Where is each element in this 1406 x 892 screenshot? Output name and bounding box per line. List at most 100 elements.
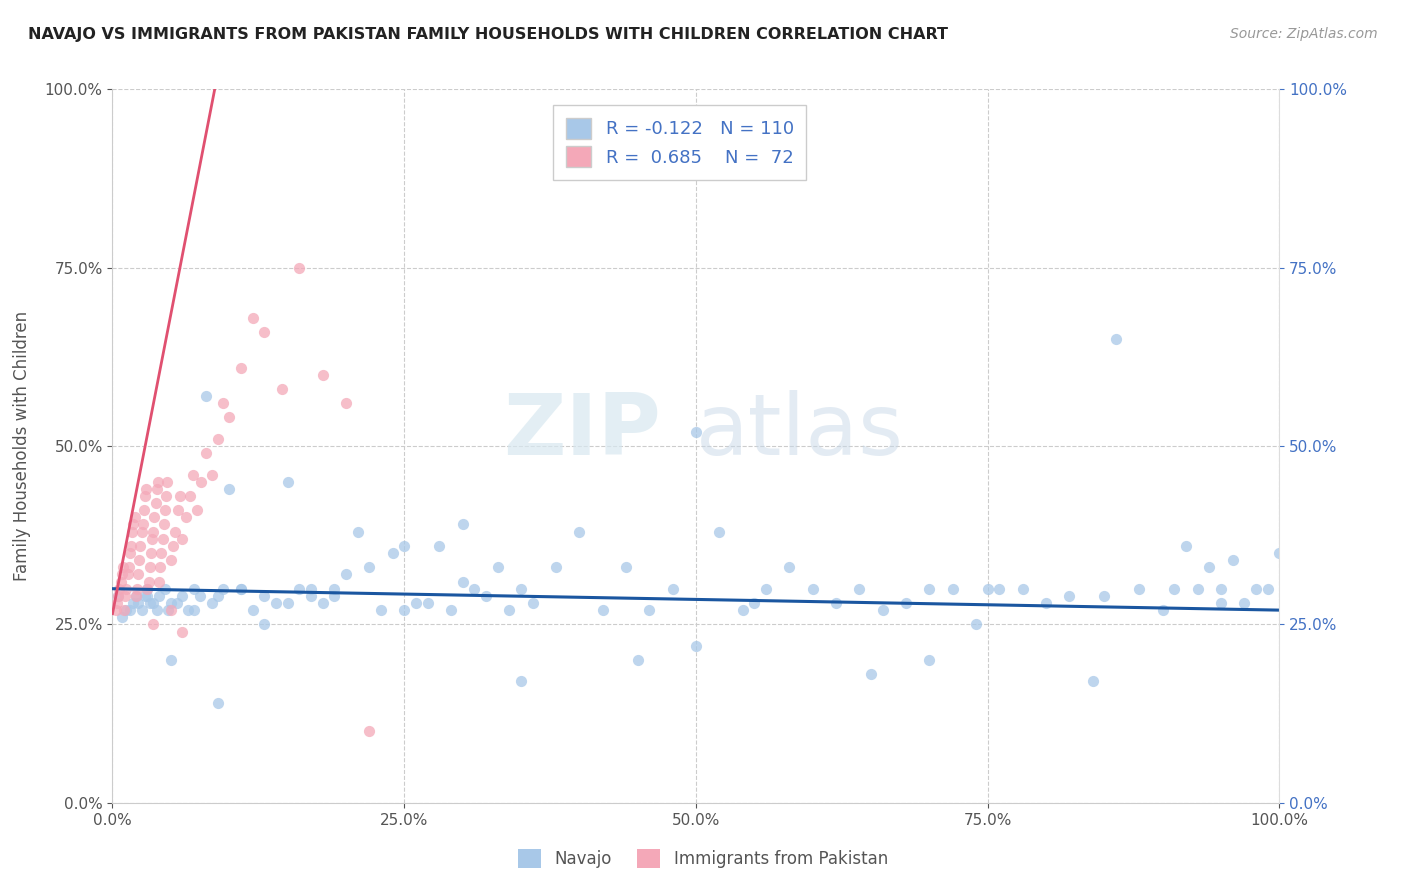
Point <box>108 582 131 596</box>
Point <box>1105 332 1128 346</box>
Point <box>825 596 848 610</box>
Point <box>118 546 141 560</box>
Point <box>614 560 637 574</box>
Text: ZIP: ZIP <box>503 390 661 474</box>
Point <box>160 596 183 610</box>
Point <box>112 603 135 617</box>
Point <box>148 574 170 589</box>
Point <box>194 446 217 460</box>
Point <box>1081 674 1104 689</box>
Point <box>177 603 200 617</box>
Point <box>114 589 136 603</box>
Point <box>135 482 157 496</box>
Point <box>122 596 145 610</box>
Point <box>1209 582 1232 596</box>
Point <box>731 603 754 617</box>
Y-axis label: Family Households with Children: Family Households with Children <box>13 311 31 581</box>
Point <box>162 539 184 553</box>
Point <box>270 382 292 396</box>
Point <box>136 582 159 596</box>
Point <box>475 589 498 603</box>
Point <box>166 596 188 610</box>
Point <box>218 410 240 425</box>
Point <box>111 560 134 574</box>
Point <box>661 582 683 596</box>
Legend: R = -0.122   N = 110, R =  0.685    N =  72: R = -0.122 N = 110, R = 0.685 N = 72 <box>554 105 807 179</box>
Point <box>311 368 333 382</box>
Point <box>311 596 333 610</box>
Point <box>165 524 187 539</box>
Point <box>117 567 139 582</box>
Point <box>146 603 169 617</box>
Point <box>451 574 474 589</box>
Point <box>323 589 346 603</box>
Point <box>136 582 159 596</box>
Point <box>416 596 439 610</box>
Point <box>370 603 392 617</box>
Point <box>894 596 917 610</box>
Point <box>405 596 427 610</box>
Point <box>125 589 148 603</box>
Point <box>685 639 707 653</box>
Point <box>229 582 252 596</box>
Point <box>323 582 346 596</box>
Point <box>146 482 169 496</box>
Point <box>148 589 170 603</box>
Point <box>107 589 129 603</box>
Point <box>918 653 941 667</box>
Point <box>638 603 661 617</box>
Point <box>118 603 141 617</box>
Point <box>1094 589 1116 603</box>
Point <box>179 489 201 503</box>
Point <box>1128 582 1150 596</box>
Point <box>160 553 183 567</box>
Point <box>125 589 148 603</box>
Point <box>111 567 134 582</box>
Point <box>156 475 179 489</box>
Point <box>1035 596 1057 610</box>
Point <box>104 603 127 617</box>
Point <box>1163 582 1185 596</box>
Point <box>125 582 148 596</box>
Point <box>394 603 416 617</box>
Point <box>627 653 650 667</box>
Point <box>1257 582 1279 596</box>
Point <box>335 396 357 410</box>
Point <box>685 425 707 439</box>
Point <box>463 582 485 596</box>
Point <box>801 582 824 596</box>
Point <box>848 582 870 596</box>
Point <box>118 560 141 574</box>
Point <box>299 582 322 596</box>
Point <box>755 582 778 596</box>
Point <box>509 674 531 689</box>
Point <box>568 524 591 539</box>
Point <box>264 596 287 610</box>
Point <box>136 589 159 603</box>
Point <box>988 582 1011 596</box>
Point <box>1268 546 1291 560</box>
Point <box>359 724 381 739</box>
Point <box>201 467 224 482</box>
Point <box>127 596 149 610</box>
Point <box>121 524 143 539</box>
Point <box>965 617 987 632</box>
Point <box>107 589 129 603</box>
Point <box>127 567 149 582</box>
Point <box>124 510 146 524</box>
Point <box>153 582 176 596</box>
Point <box>242 310 264 325</box>
Point <box>141 532 163 546</box>
Point <box>110 574 132 589</box>
Point <box>201 596 224 610</box>
Point <box>207 589 229 603</box>
Point <box>229 582 252 596</box>
Point <box>242 603 264 617</box>
Point <box>299 589 322 603</box>
Point <box>451 517 474 532</box>
Point <box>143 510 166 524</box>
Point <box>394 539 416 553</box>
Point <box>359 560 381 574</box>
Point <box>522 596 544 610</box>
Point <box>1011 582 1033 596</box>
